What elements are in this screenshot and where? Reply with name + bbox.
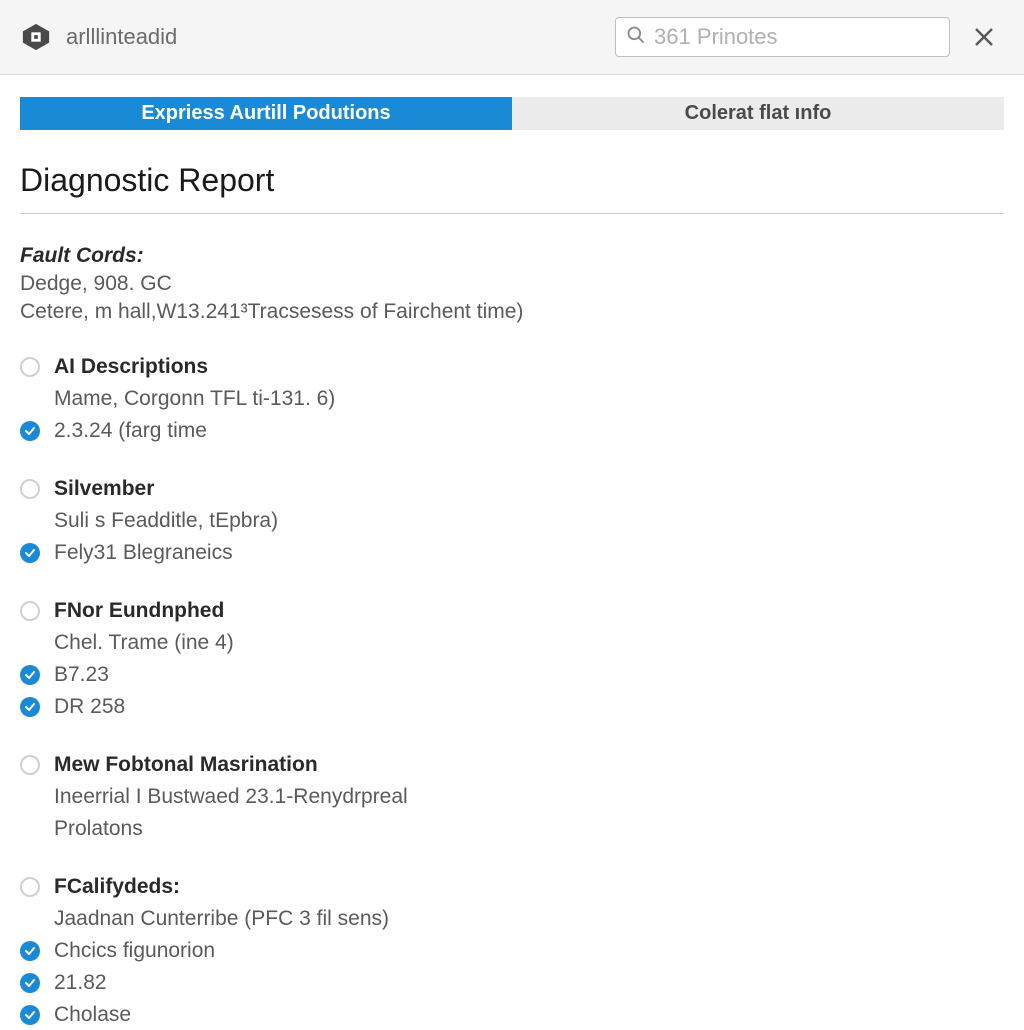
group-sub-row: Ineerrial I Bustwaed 23.1-Renydrpreal bbox=[20, 782, 1004, 812]
group-sub-row: Jaadnan Cunterribe (PFC 3 fil sens) bbox=[20, 904, 1004, 934]
tab-bar: Expriess Aurtill Podutions Colerat flat … bbox=[0, 75, 1024, 130]
group-item-row: B7.23 bbox=[20, 660, 1004, 690]
search-field-wrap[interactable] bbox=[615, 17, 950, 57]
group-item: B7.23 bbox=[54, 663, 109, 687]
group-item: Cholase bbox=[54, 1003, 131, 1027]
group-item: Chcics figunorion bbox=[54, 939, 215, 963]
group-item-row: Fely31 Blegraneics bbox=[20, 538, 1004, 568]
group-sub-row: Chel. Trame (ine 4) bbox=[20, 628, 1004, 658]
group-title-row: Silvember bbox=[20, 474, 1004, 504]
group-item-row: DR 258 bbox=[20, 692, 1004, 722]
circle-marker-icon bbox=[20, 601, 40, 621]
app-header: arlllinteadid bbox=[0, 0, 1024, 75]
page-title: Diagnostic Report bbox=[20, 162, 1004, 214]
group-title-row: FNor Eundnphed bbox=[20, 596, 1004, 626]
group-title: FCalifydeds: bbox=[54, 875, 180, 899]
search-input[interactable] bbox=[654, 24, 939, 50]
group-sub: Prolatons bbox=[54, 817, 143, 841]
group-sub: Suli s Feadditle, tEpbra) bbox=[54, 509, 278, 533]
circle-marker-icon bbox=[20, 479, 40, 499]
circle-marker-icon bbox=[20, 357, 40, 377]
group-sub-row: Prolatons bbox=[20, 814, 1004, 844]
group-title-row: FCalifydeds: bbox=[20, 872, 1004, 902]
group-title: Mew Fobtonal Masrination bbox=[54, 753, 318, 777]
report-group: FNor Eundnphed Chel. Trame (ine 4) B7.23 DR… bbox=[20, 596, 1004, 722]
group-item: 21.82 bbox=[54, 971, 107, 995]
group-sub: Jaadnan Cunterribe (PFC 3 fil sens) bbox=[54, 907, 389, 931]
group-sub: Chel. Trame (ine 4) bbox=[54, 631, 234, 655]
main-content: Diagnostic Report Fault Cords: Dedge, 90… bbox=[0, 130, 1024, 1030]
group-item-row: Cholase bbox=[20, 1000, 1004, 1030]
report-group: Mew Fobtonal Masrination Ineerrial I Bust… bbox=[20, 750, 1004, 844]
group-item-row: Chcics figunorion bbox=[20, 936, 1004, 966]
tab-express[interactable]: Expriess Aurtill Podutions bbox=[20, 97, 512, 130]
check-icon bbox=[20, 421, 40, 441]
close-button[interactable] bbox=[964, 17, 1004, 57]
tab-colerat[interactable]: Colerat flat ınfo bbox=[512, 97, 1004, 130]
group-title: Silvember bbox=[54, 477, 154, 501]
check-icon bbox=[20, 665, 40, 685]
group-title: AI Descriptions bbox=[54, 355, 208, 379]
check-icon bbox=[20, 697, 40, 717]
check-icon bbox=[20, 973, 40, 993]
app-title: arlllinteadid bbox=[66, 24, 601, 50]
group-item-row: 21.82 bbox=[20, 968, 1004, 998]
group-item: DR 258 bbox=[54, 695, 125, 719]
group-sub-row: Mame, Corgonn TFL ti-131. 6) bbox=[20, 384, 1004, 414]
group-item: Fely31 Blegraneics bbox=[54, 541, 233, 565]
group-sub: Mame, Corgonn TFL ti-131. 6) bbox=[54, 387, 335, 411]
fault-cords-line: Cetere, m hall,W13.241³Tracsesess of Fai… bbox=[20, 300, 1004, 324]
group-title-row: Mew Fobtonal Masrination bbox=[20, 750, 1004, 780]
report-group: AI Descriptions Mame, Corgonn TFL ti-131.… bbox=[20, 352, 1004, 446]
report-group: FCalifydeds: Jaadnan Cunterribe (PFC 3 fi… bbox=[20, 872, 1004, 1030]
report-group: Silvember Suli s Feadditle, tEpbra) Fely31… bbox=[20, 474, 1004, 568]
check-icon bbox=[20, 543, 40, 563]
check-icon bbox=[20, 1005, 40, 1025]
group-title-row: AI Descriptions bbox=[20, 352, 1004, 382]
group-sub-row: Suli s Feadditle, tEpbra) bbox=[20, 506, 1004, 536]
group-title: FNor Eundnphed bbox=[54, 599, 224, 623]
group-item-row: 2.3.24 (farg time bbox=[20, 416, 1004, 446]
app-logo-icon bbox=[20, 21, 52, 53]
search-icon bbox=[626, 25, 646, 50]
fault-cords-label: Fault Cords: bbox=[20, 244, 1004, 268]
group-sub: Ineerrial I Bustwaed 23.1-Renydrpreal bbox=[54, 785, 408, 809]
group-item: 2.3.24 (farg time bbox=[54, 419, 207, 443]
circle-marker-icon bbox=[20, 877, 40, 897]
circle-marker-icon bbox=[20, 755, 40, 775]
fault-cords-line: Dedge, 908. GC bbox=[20, 272, 1004, 296]
check-icon bbox=[20, 941, 40, 961]
